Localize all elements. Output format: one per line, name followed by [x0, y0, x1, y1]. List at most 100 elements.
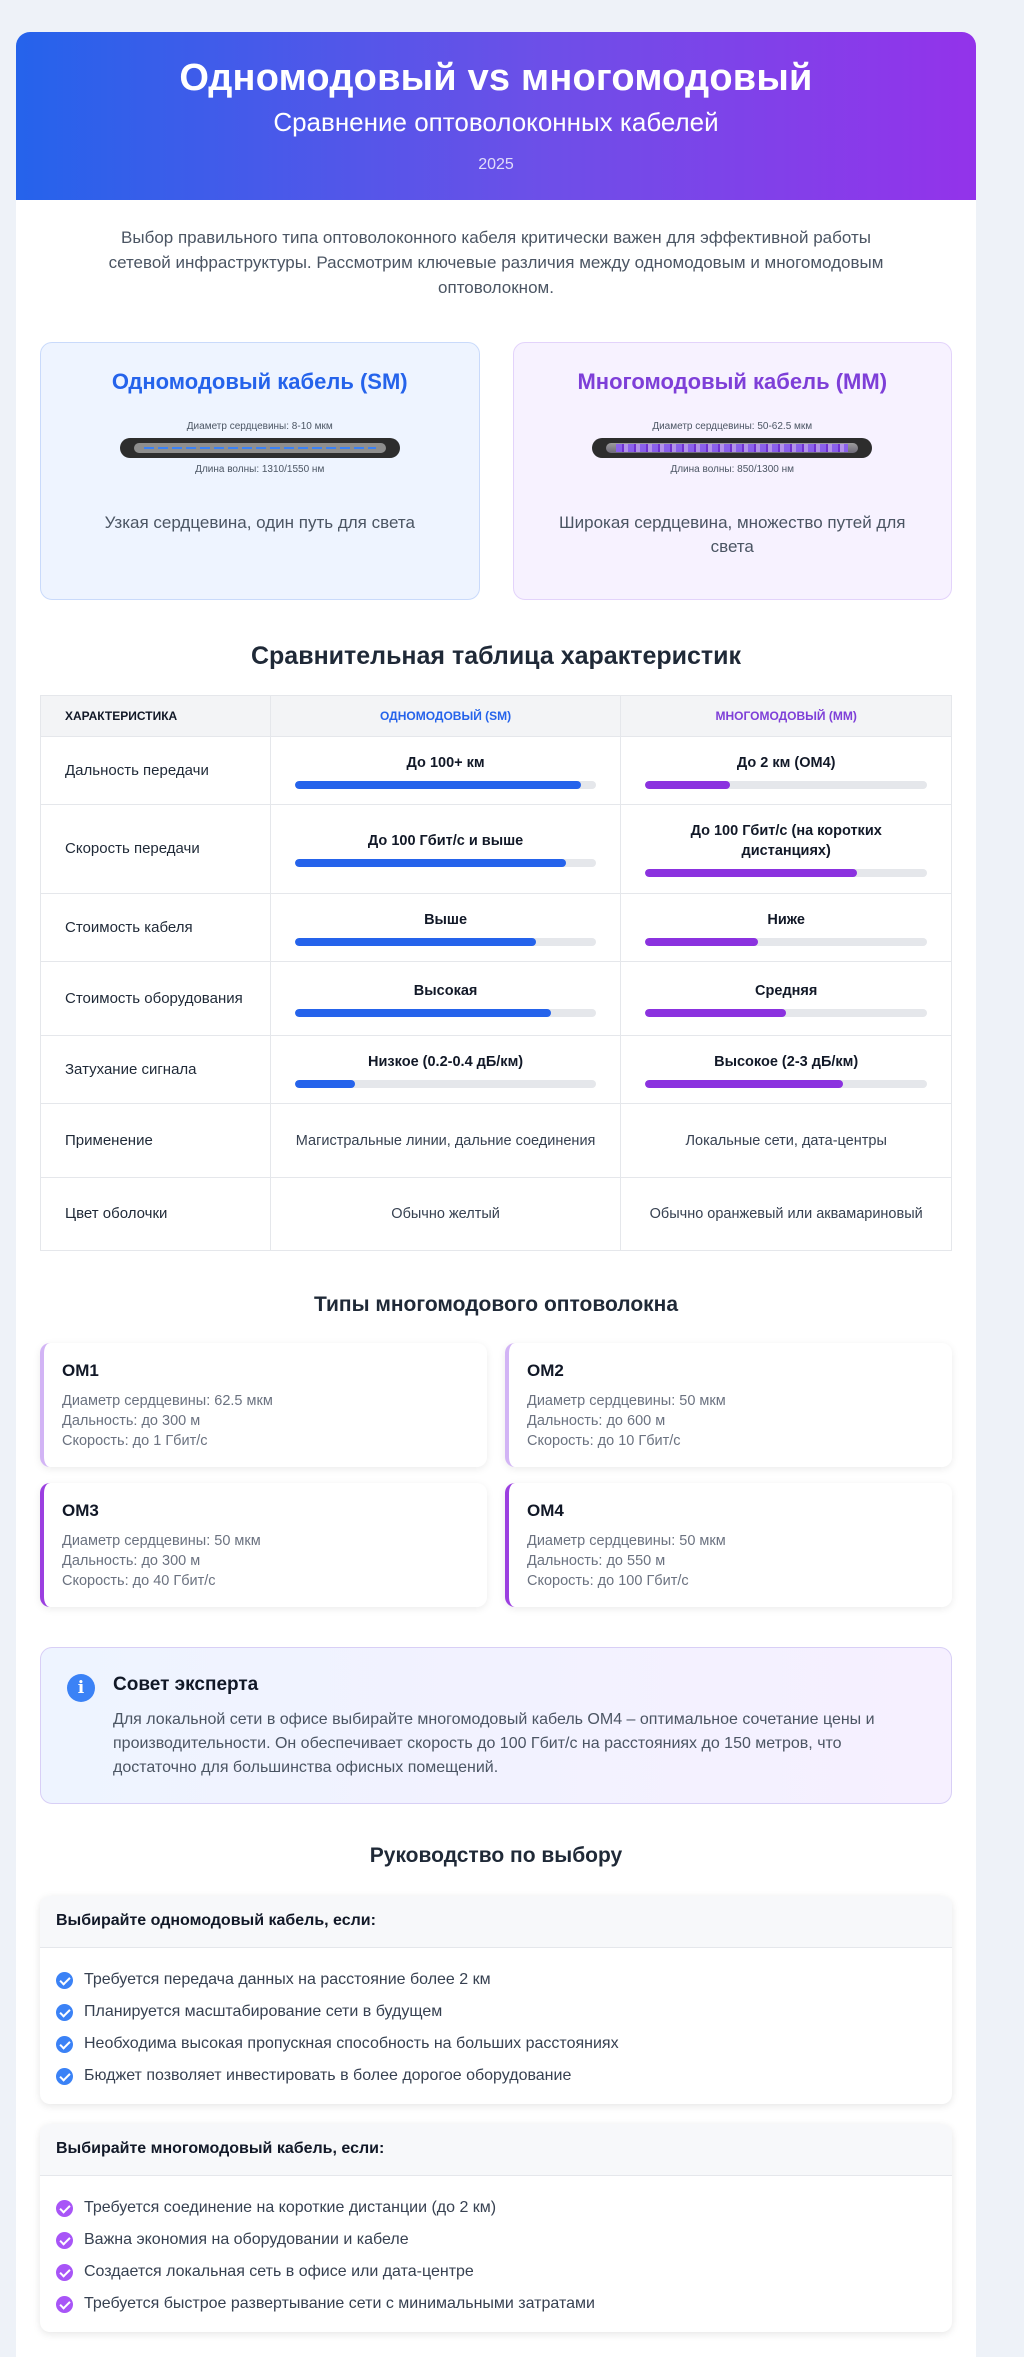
- list-item-text: Необходима высокая пропускная способност…: [84, 2035, 619, 2052]
- card-description: Узкая сердцевина, один путь для света: [104, 513, 415, 532]
- page: Одномодовый vs многомодовый Сравнение оп…: [16, 32, 976, 2357]
- mm-value: Обычно оранжевый или аквамариновый: [620, 1177, 952, 1251]
- mm-value-cell: Высокое (2-3 дБ/км): [620, 1035, 952, 1104]
- om-card-om4: OM4 Диаметр сердцевины: 50 мкм Дальность…: [505, 1483, 952, 1607]
- comparison-table: Характеристика Одномодовый (SM) Многомод…: [40, 695, 952, 1251]
- sm-bar: [294, 1079, 597, 1088]
- multi-mode-card: Многомодовый кабель (MM) Диаметр сердцев…: [512, 342, 952, 600]
- guide-single-mode: Выбирайте одномодовый кабель, если: Треб…: [40, 1896, 952, 2104]
- om-card-om3: OM3 Диаметр сердцевины: 50 мкм Дальность…: [40, 1483, 487, 1607]
- mm-bar: [645, 869, 927, 877]
- sm-bar-fill: [294, 937, 537, 946]
- sm-value: До 100+ км: [406, 754, 485, 771]
- header-characteristic: Характеристика: [40, 695, 271, 737]
- mm-bar-fill: [645, 937, 759, 946]
- comparison-title: Сравнительная таблица характеристик: [250, 642, 742, 670]
- sm-value: Низкое (0.2-0.4 дБ/км): [368, 1053, 524, 1070]
- table-row: Затухание сигнала Низкое (0.2-0.4 дБ/км)…: [40, 1035, 952, 1104]
- card-description: Широкая сердцевина, множество путей для …: [559, 513, 906, 556]
- row-name: Затухание сигнала: [40, 1035, 271, 1104]
- guide-list: Требуется соединение на короткие дистанц…: [40, 2176, 952, 2332]
- mm-bar-fill: [645, 869, 857, 877]
- row-name: Скорость передачи: [40, 804, 271, 894]
- list-item-text: Планируется масштабирование сети в будущ…: [84, 2003, 443, 2020]
- om-card-om1: OM1 Диаметр сердцевины: 62.5 мкм Дальнос…: [40, 1343, 487, 1467]
- list-item: Важна экономия на оборудовании и кабеле: [56, 2224, 936, 2256]
- sm-value-cell: Низкое (0.2-0.4 дБ/км): [269, 1035, 622, 1104]
- wavelength-label: Длина волны: 850/1300 нм: [670, 464, 795, 475]
- year-label: 2025: [478, 156, 514, 173]
- single-mode-cable-illustration: [119, 438, 400, 458]
- sm-value-cell: До 100 Гбит/с и выше: [269, 804, 622, 894]
- sm-bar-fill: [294, 859, 567, 867]
- list-item: Требуется быстрое развертывание сети с м…: [56, 2288, 936, 2320]
- cable-cards: Одномодовый кабель (SM) Диаметр сердцеви…: [40, 342, 952, 600]
- om-range: Дальность: до 550 м: [527, 1553, 666, 1569]
- list-item: Необходима высокая пропускная способност…: [56, 2028, 936, 2060]
- mm-value: Высокое (2-3 дБ/км): [714, 1053, 859, 1070]
- mm-bar: [645, 780, 927, 789]
- card-title: Одномодовый кабель (SM): [111, 369, 408, 394]
- check-icon: [56, 2231, 73, 2249]
- sm-bar: [294, 937, 597, 946]
- om-name: OM4: [527, 1501, 564, 1520]
- om-speed: Скорость: до 100 Гбит/с: [527, 1573, 689, 1589]
- intro-text: Выбор правильного типа оптоволоконного к…: [108, 228, 884, 297]
- list-item: Планируется масштабирование сети в будущ…: [56, 1996, 936, 2028]
- tip-title: Совет эксперта: [113, 1674, 259, 1695]
- mm-bar-fill: [645, 1079, 843, 1088]
- list-item: Требуется соединение на короткие дистанц…: [56, 2192, 936, 2224]
- sm-bar-fill: [294, 1008, 552, 1017]
- om-types-grid: OM1 Диаметр сердцевины: 62.5 мкм Дальнос…: [40, 1343, 952, 1607]
- row-name: Стоимость кабеля: [40, 893, 271, 962]
- sm-bar: [294, 859, 597, 867]
- table-row: Стоимость оборудования Высокая Средняя: [40, 961, 952, 1036]
- om-range: Дальность: до 300 м: [62, 1413, 201, 1429]
- header-multi-mode: Многомодовый (MM): [620, 695, 952, 737]
- sm-value: Выше: [424, 911, 468, 928]
- mm-bar-fill: [645, 780, 730, 789]
- om-types-title: Типы многомодового оптоволокна: [313, 1293, 679, 1316]
- sm-bar: [294, 780, 597, 789]
- list-item-text: Бюджет позволяет инвестировать в более д…: [84, 2067, 572, 2084]
- om-name: OM1: [62, 1361, 99, 1380]
- sm-value-cell: Выше: [269, 893, 622, 962]
- sm-value: Высокая: [413, 982, 478, 999]
- mm-value-cell: До 2 км (OM4): [620, 736, 952, 805]
- check-icon: [56, 2199, 73, 2217]
- mm-value-cell: До 100 Гбит/с (на коротких дистанциях): [620, 804, 952, 894]
- expert-tip: i Совет эксперта Для локальной сети в оф…: [40, 1647, 952, 1804]
- check-icon: [56, 2003, 73, 2021]
- om-core: Диаметр сердцевины: 50 мкм: [527, 1533, 726, 1549]
- sm-bar-fill: [294, 780, 582, 789]
- mm-value: Средняя: [755, 982, 818, 999]
- mm-value: До 2 км (OM4): [736, 754, 836, 771]
- single-mode-card: Одномодовый кабель (SM) Диаметр сердцеви…: [40, 342, 480, 600]
- list-item: Бюджет позволяет инвестировать в более д…: [56, 2060, 936, 2092]
- core-diameter-label: Диаметр сердцевины: 50-62.5 мкм: [652, 421, 813, 432]
- list-item-text: Создается локальная сеть в офисе или дат…: [84, 2263, 474, 2280]
- om-speed: Скорость: до 1 Гбит/с: [62, 1433, 208, 1449]
- page-subtitle: Сравнение оптоволоконных кабелей: [273, 107, 719, 137]
- core-diameter-label: Диаметр сердцевины: 8-10 мкм: [186, 421, 333, 432]
- header-single-mode: Одномодовый (SM): [269, 695, 622, 737]
- sm-value-cell: Высокая: [269, 961, 622, 1036]
- guide-heading: Выбирайте одномодовый кабель, если:: [40, 1896, 952, 1948]
- row-name: Дальность передачи: [40, 736, 271, 805]
- om-speed: Скорость: до 10 Гбит/с: [527, 1433, 681, 1449]
- sm-value: Магистральные линии, дальние соединения: [269, 1103, 622, 1178]
- list-item: Требуется передача данных на расстояние …: [56, 1964, 936, 1996]
- sm-bar: [294, 1008, 597, 1017]
- list-item-text: Важна экономия на оборудовании и кабеле: [84, 2231, 409, 2248]
- om-core: Диаметр сердцевины: 50 мкм: [62, 1533, 261, 1549]
- table-row: Скорость передачи До 100 Гбит/с и выше Д…: [40, 804, 952, 894]
- light-paths: [616, 444, 849, 452]
- card-title: Многомодовый кабель (MM): [577, 369, 888, 394]
- light-path: [143, 447, 376, 449]
- mm-bar-fill: [645, 1008, 787, 1017]
- check-icon: [56, 2067, 73, 2085]
- sm-value-cell: До 100+ км: [269, 736, 622, 805]
- om-range: Дальность: до 300 м: [62, 1553, 201, 1569]
- multi-mode-cable-illustration: [592, 438, 873, 458]
- list-item-text: Требуется быстрое развертывание сети с м…: [84, 2295, 595, 2312]
